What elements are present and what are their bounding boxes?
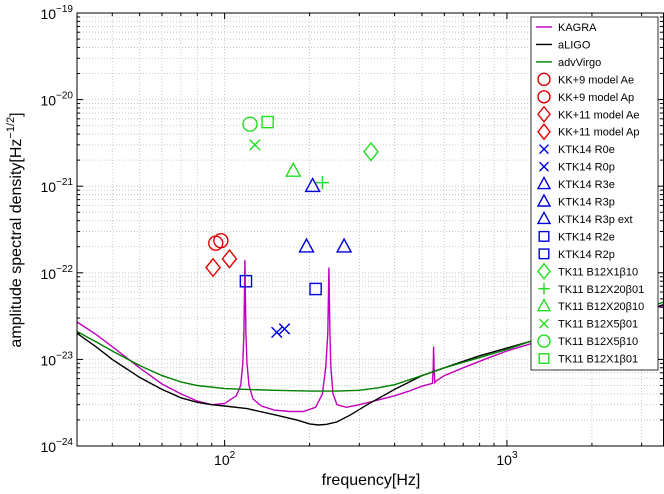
legend-label-kagra: KAGRA (558, 22, 597, 34)
x-tick-base: 10 (496, 452, 512, 468)
legend-label-ktk14-r2e: KTK14 R2e (558, 231, 615, 243)
data-point-tk11-b12x1-01 (261, 115, 274, 129)
data-point-kk-9-model-ap (213, 232, 229, 249)
legend-marker-ktk14-r3e (536, 175, 552, 190)
y-tick-label: 10−20 (40, 91, 73, 109)
y-axis-label-exponent: −1/2 (5, 117, 17, 139)
legend-label-ktk14-r3p-ext: KTK14 R3p ext (558, 214, 633, 226)
series-line-kagra (77, 260, 664, 413)
x-tick-base: 10 (214, 452, 230, 468)
legend-label-ktk14-r0e: KTK14 R0e (558, 144, 615, 156)
legend-label-tk11-b12x5-01: TK11 B12X5β01 (558, 319, 638, 331)
data-point-ktk14-r0p (278, 323, 291, 335)
legend-marker-ktk14-r3p (536, 193, 552, 207)
legend-marker-tk11-b12x1-01 (538, 353, 550, 365)
data-point-tk11-b12x5-10 (242, 116, 258, 132)
y-axis-label-close: ] (8, 112, 25, 116)
data-point-ktk14-r2p (309, 282, 322, 296)
y-tick-exponent: −23 (56, 350, 73, 361)
legend-marker-tk11-b12x5-01 (539, 318, 549, 329)
x-tick-exponent: 2 (230, 450, 236, 461)
legend-marker-kk-11-model-ae (537, 105, 551, 123)
x-axis-label: frequency[Hz] (322, 472, 421, 489)
y-tick-label: 10−23 (40, 350, 73, 368)
data-point-ktk14-r2e (239, 274, 253, 288)
legend-label-tk11-b12x5-10: TK11 B12X5β10 (558, 336, 638, 348)
legend: KAGRA aLIGO advVirgo KK+9 model Ae KK+9 mode… (530, 16, 659, 371)
y-tick-base: 10 (40, 352, 56, 368)
legend-marker-kk-9-model-ap (537, 90, 551, 104)
legend-box (530, 16, 659, 371)
legend-marker-kk-9-model-ae (537, 72, 551, 87)
y-tick-base: 10 (40, 439, 56, 455)
data-point-ktk14-r3p-ext (335, 237, 353, 253)
legend-marker-tk11-b12x20-10 (536, 298, 552, 312)
legend-label-kk-9-model-ae: KK+9 model Ae (558, 74, 634, 86)
data-point-tk11-b12x20-01 (315, 175, 330, 190)
legend-label-advvirgo: advVirgo (558, 57, 601, 69)
y-tick-label: 10−24 (40, 437, 73, 455)
data-point-ktk14-r3e (298, 237, 315, 253)
legend-marker-ktk14-r0p (539, 161, 549, 172)
data-point-ktk14-r3p (304, 177, 321, 193)
y-tick-exponent: −21 (56, 177, 73, 188)
y-tick-label: 10−21 (40, 177, 73, 195)
y-axis-label-main: amplitude spectral density[Hz (8, 139, 25, 348)
data-point-kk-11-model-ae (205, 257, 221, 278)
legend-marker-ktk14-r2p (538, 248, 550, 260)
legend-marker-kk-11-model-ap (537, 123, 551, 141)
legend-label-kk-9-model-ap: KK+9 model Ap (558, 92, 634, 104)
legend-label-tk11-b12x1-01: TK11 B12X1β01 (558, 354, 638, 366)
legend-marker-tk11-b12x1-10 (537, 262, 551, 280)
x-tick-label: 102 (214, 450, 236, 468)
x-tick-label: 103 (496, 450, 518, 468)
legend-marker-tk11-b12x20-01 (538, 283, 550, 295)
legend-label-ktk14-r3e: KTK14 R3e (558, 179, 615, 191)
legend-label-ktk14-r3p: KTK14 R3p (558, 197, 615, 209)
legend-label-ktk14-r2p: KTK14 R2p (558, 249, 615, 261)
legend-label-kk-11-model-ae: KK+11 model Ae (558, 109, 639, 121)
y-tick-base: 10 (40, 6, 56, 22)
data-point-tk11-b12x5-01 (249, 139, 261, 151)
y-tick-exponent: −20 (56, 91, 73, 102)
data-point-ktk14-r0e (271, 326, 283, 339)
y-axis-label: amplitude spectral density[Hz−1/2] (5, 112, 25, 347)
y-tick-base: 10 (40, 93, 56, 109)
y-tick-exponent: −19 (56, 4, 73, 15)
x-tick-exponent: 3 (512, 450, 518, 461)
y-tick-exponent: −22 (56, 264, 73, 275)
legend-marker-ktk14-r0e (539, 144, 549, 155)
data-point-tk11-b12x20-10 (285, 161, 302, 177)
y-tick-label: 10−19 (40, 4, 73, 22)
data-point-kk-11-model-ap (221, 248, 238, 269)
legend-label-tk11-b12x20-10: TK11 B12X20β10 (558, 301, 644, 313)
legend-marker-tk11-b12x5-10 (537, 334, 551, 348)
legend-label-kk-11-model-ap: KK+11 model Ap (558, 127, 639, 139)
legend-label-aligo: aLIGO (558, 39, 591, 51)
y-tick-base: 10 (40, 179, 56, 195)
legend-marker-ktk14-r3p-ext (536, 210, 552, 225)
y-tick-label: 10−22 (40, 264, 73, 282)
y-tick-base: 10 (40, 266, 56, 282)
legend-marker-ktk14-r2e (538, 230, 550, 242)
legend-label-ktk14-r0p: KTK14 R0p (558, 162, 615, 174)
data-point-tk11-b12x1-10 (363, 141, 379, 162)
y-tick-exponent: −24 (56, 437, 73, 448)
legend-label-tk11-b12x20-01: TK11 B12X20β01 (558, 284, 644, 296)
legend-label-tk11-b12x1-10: TK11 B12X1β10 (558, 266, 638, 278)
